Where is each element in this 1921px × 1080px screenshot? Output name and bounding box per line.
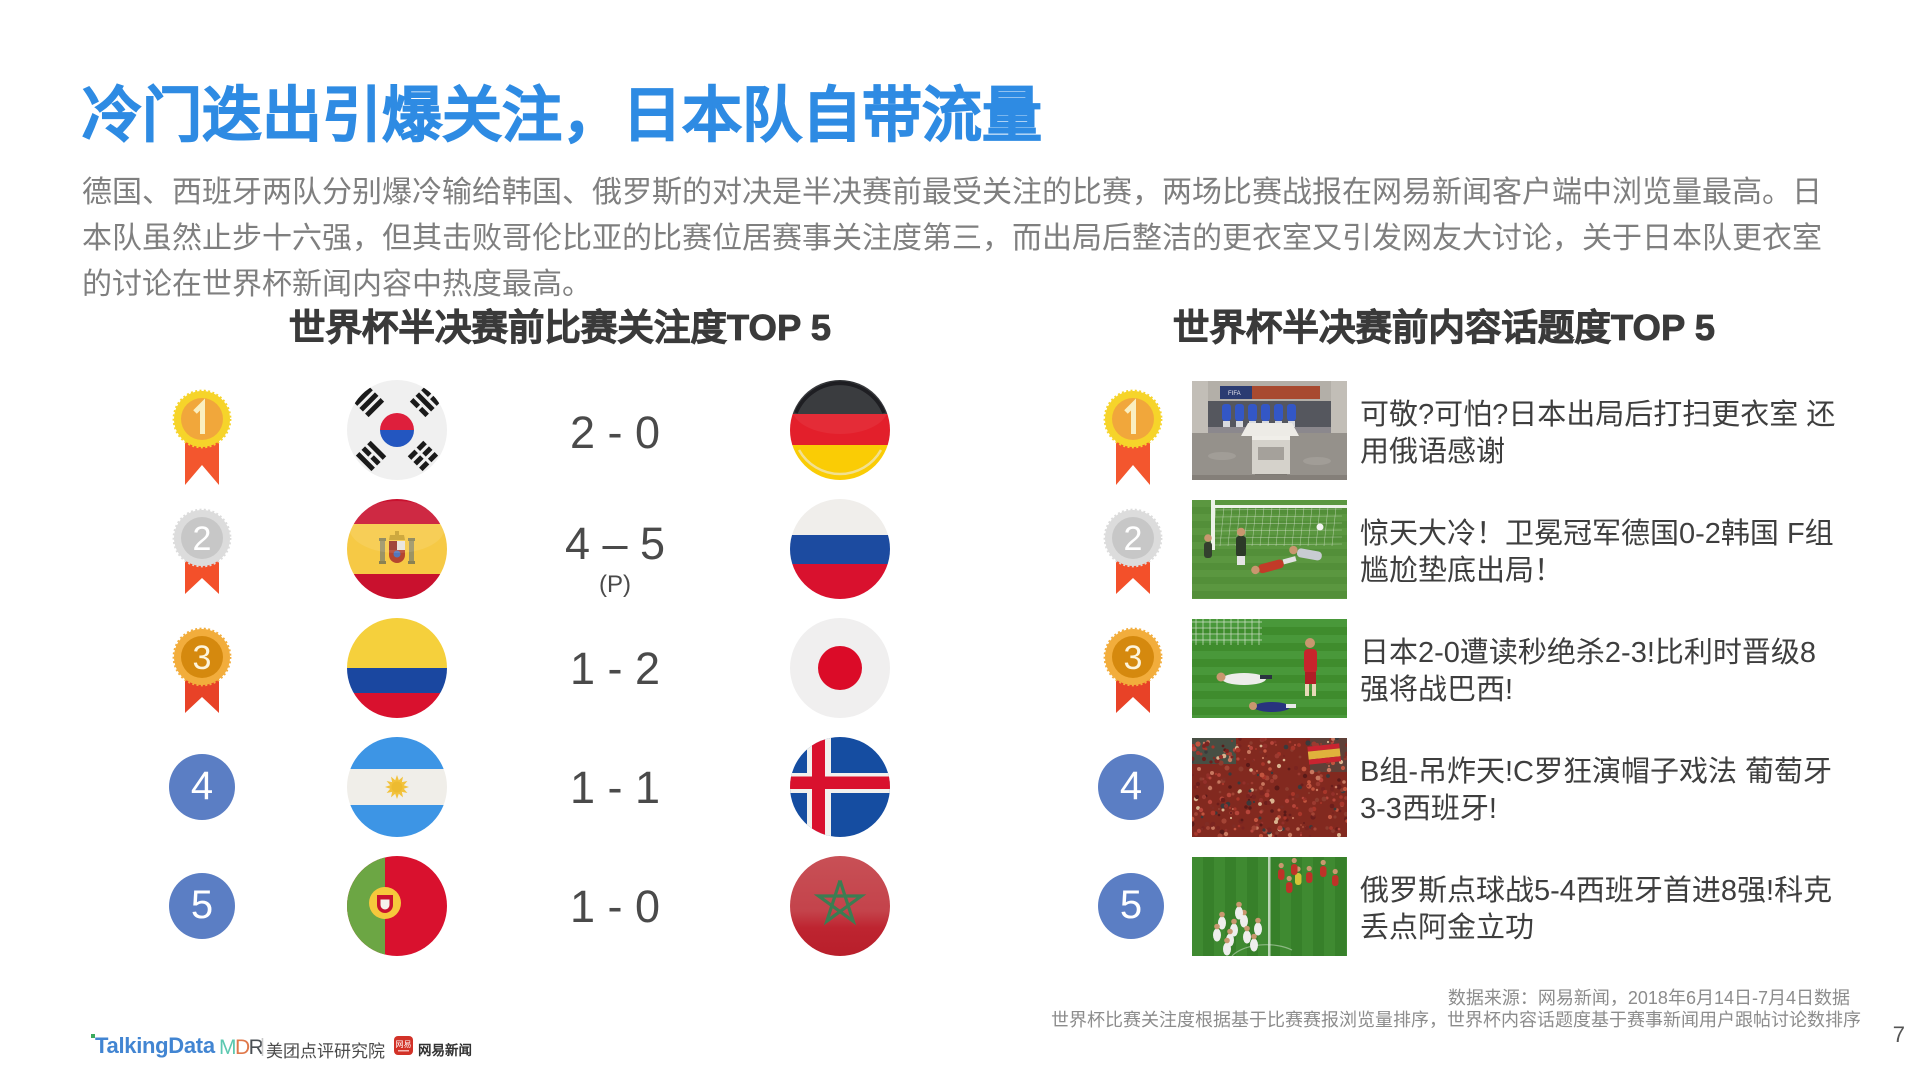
svg-text:2: 2	[1124, 520, 1143, 558]
svg-text:3: 3	[193, 639, 212, 677]
svg-text:网易: 网易	[396, 1040, 412, 1049]
svg-text:3: 3	[1124, 639, 1143, 677]
svg-text:FIFA: FIFA	[1228, 391, 1241, 397]
svg-text:2: 2	[193, 520, 212, 558]
